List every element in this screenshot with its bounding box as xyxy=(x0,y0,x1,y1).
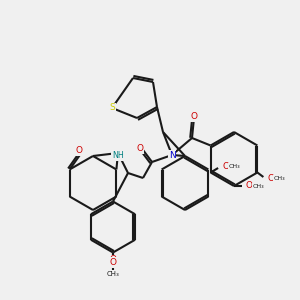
Text: O: O xyxy=(222,162,229,171)
Text: O: O xyxy=(190,112,197,121)
Text: O: O xyxy=(110,258,116,267)
Text: CH₃: CH₃ xyxy=(252,184,264,188)
Text: CH₃: CH₃ xyxy=(274,176,286,181)
Text: NH: NH xyxy=(112,152,124,160)
Text: O: O xyxy=(245,182,253,190)
Text: CH₃: CH₃ xyxy=(229,164,240,169)
Text: CH₃: CH₃ xyxy=(106,271,119,277)
Text: O: O xyxy=(136,144,143,153)
Text: S: S xyxy=(109,103,115,112)
Text: N: N xyxy=(169,151,176,160)
Text: O: O xyxy=(110,256,116,265)
Text: O: O xyxy=(267,174,274,183)
Text: O: O xyxy=(76,146,82,155)
